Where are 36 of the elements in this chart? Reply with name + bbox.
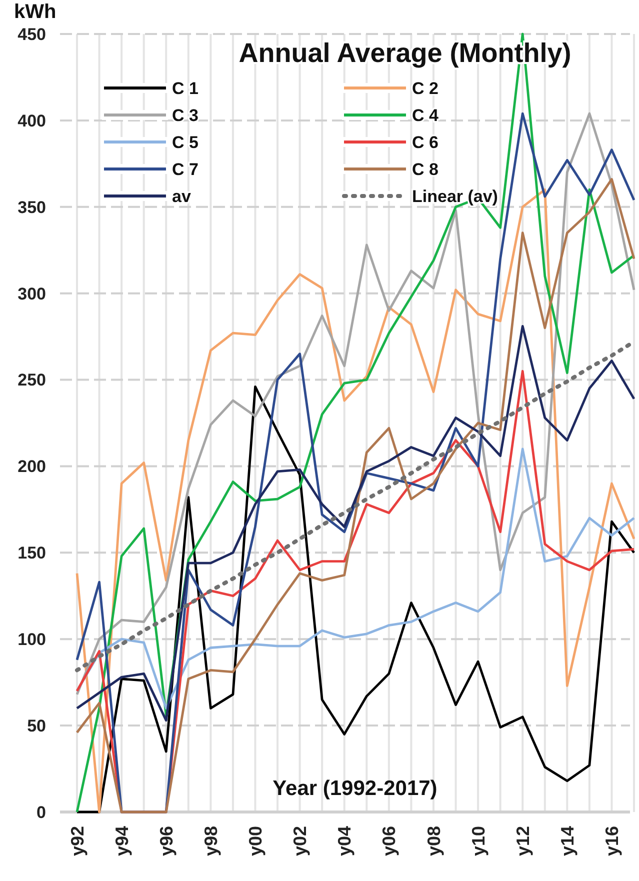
y-tick-label: 300 (18, 284, 46, 304)
x-tick-label: y92 (67, 826, 88, 856)
legend-label: C 7 (172, 160, 198, 179)
x-tick-label: y04 (334, 826, 355, 856)
x-tick-label: y96 (156, 826, 176, 856)
x-tick-label: y14 (557, 826, 578, 856)
x-tick-label: y16 (602, 826, 622, 856)
y-tick-label: 150 (18, 544, 46, 563)
x-tick-label: y94 (112, 826, 132, 856)
y-tick-label: 0 (36, 802, 46, 822)
x-tick-label: y08 (424, 826, 444, 856)
y-tick-label: 50 (27, 716, 46, 736)
y-tick-label: 400 (18, 111, 46, 130)
y-tick-label: 250 (18, 370, 46, 390)
legend-label: C 8 (412, 160, 438, 179)
x-tick-label: y98 (200, 826, 221, 856)
legend-label: C 5 (172, 132, 198, 152)
legend-label: C 2 (412, 78, 438, 98)
x-tick-label: y12 (512, 826, 533, 856)
y-tick-label: 450 (18, 24, 46, 44)
legend-label: av (172, 186, 192, 206)
legend-label: C 6 (412, 132, 438, 152)
legend-label: Linear (av) (412, 186, 498, 206)
y-tick-label: 350 (18, 198, 46, 217)
x-tick-label: y00 (246, 826, 266, 856)
legend-label: C 3 (172, 106, 198, 125)
x-tick-label: y10 (468, 826, 488, 856)
y-axis-title: kWh (14, 1, 56, 23)
y-tick-label: 200 (18, 457, 46, 476)
legend-label: C 4 (412, 106, 439, 125)
x-tick-label: y06 (379, 826, 400, 856)
x-tick-label: y02 (290, 826, 310, 856)
line-series (76, 324, 636, 722)
x-axis-title: Year (1992-2017) (272, 777, 438, 800)
y-tick-label: 100 (18, 630, 46, 650)
legend-label: C 1 (172, 78, 198, 98)
